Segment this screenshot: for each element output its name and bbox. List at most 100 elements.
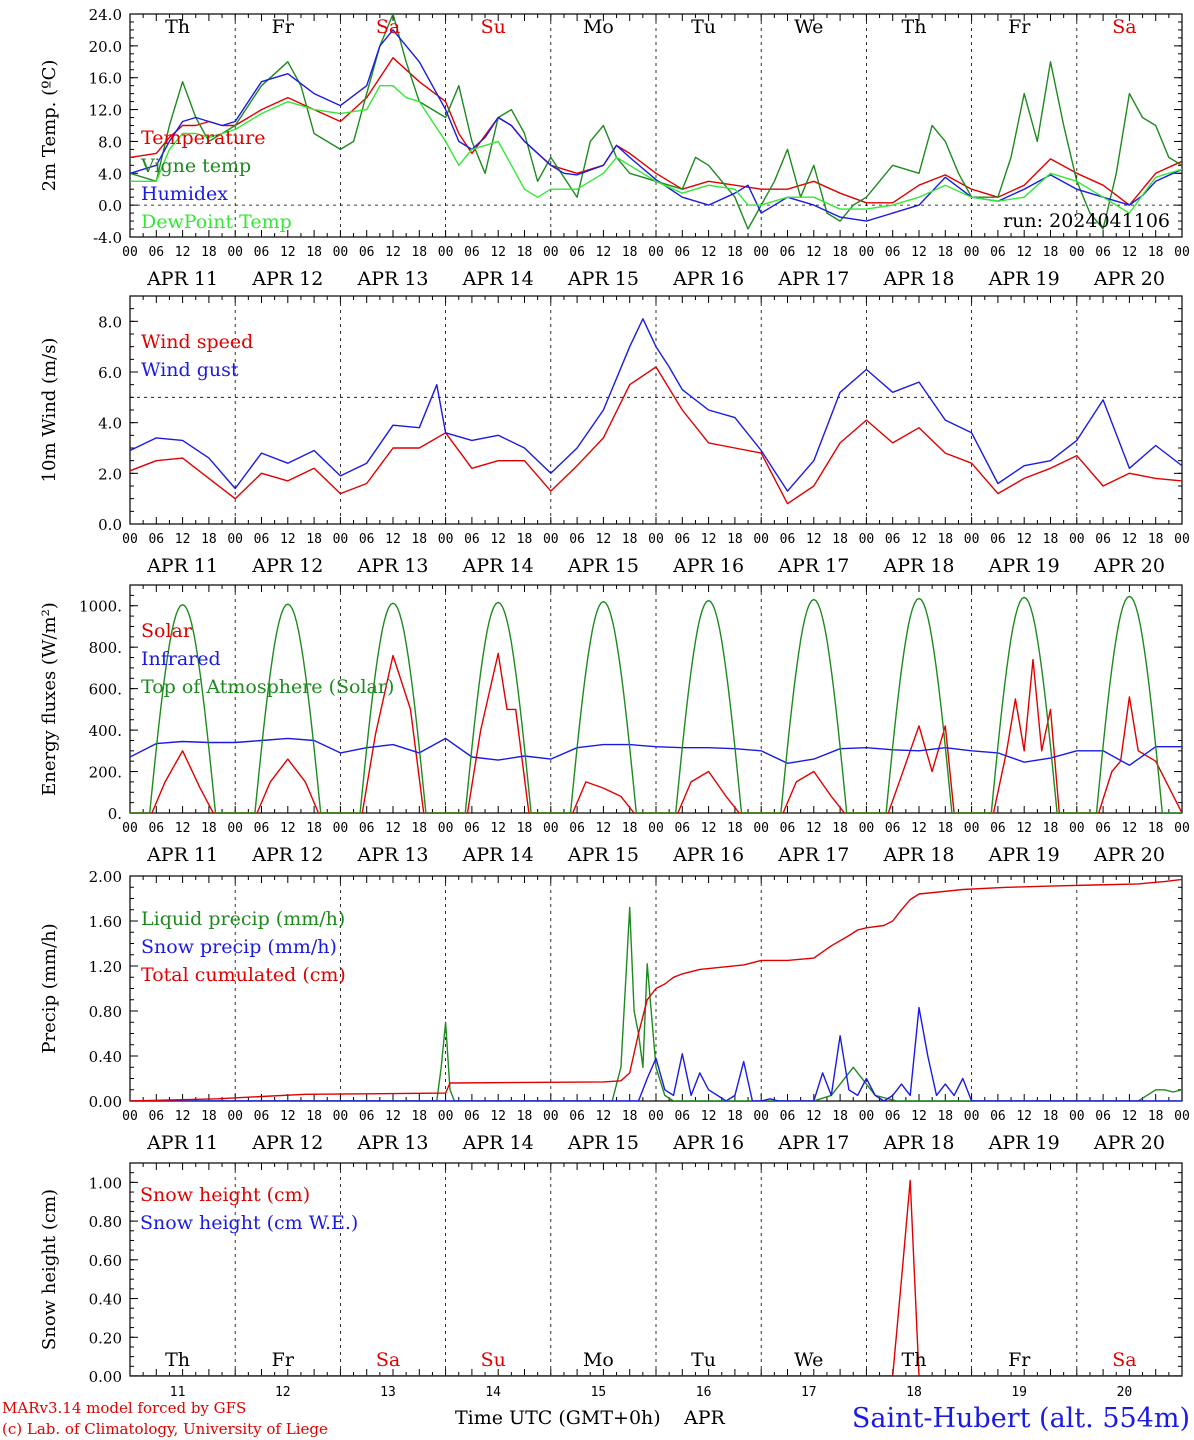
legend-entry: Total cumulated (cm): [141, 964, 346, 986]
x-hour-label: 06: [569, 821, 585, 836]
x-hour-label: 12: [701, 1109, 717, 1124]
x-hour-label: 00: [333, 532, 349, 547]
x-hour-label: 12: [385, 532, 401, 547]
x-hour-label: 06: [1095, 1109, 1111, 1124]
x-hour-label: 12: [596, 1109, 612, 1124]
x-hour-label: 06: [569, 245, 585, 260]
x-hour-label: 18: [727, 532, 743, 547]
x-hour-label: 18: [937, 532, 953, 547]
x-date-label: APR 12: [251, 1132, 323, 1154]
legend-entry: DewPoint Temp: [141, 211, 292, 233]
x-hour-label: 12: [385, 1109, 401, 1124]
y-tick-label: 0.0: [98, 516, 122, 534]
x-hour-label: 18: [411, 1109, 427, 1124]
x-hour-label: 18: [937, 1109, 953, 1124]
x-hour-label: 06: [569, 532, 585, 547]
x-hour-label: 12: [596, 532, 612, 547]
x-date-label: APR 20: [1093, 844, 1165, 866]
x-hour-label: 12: [280, 1109, 296, 1124]
x-hour-label: 00: [122, 532, 138, 547]
x-hour-label: 18: [201, 245, 217, 260]
x-day-number: 20: [1117, 1385, 1133, 1400]
x-hour-label: 06: [148, 245, 164, 260]
x-hour-label: 18: [832, 245, 848, 260]
x-hour-label: 00: [964, 821, 980, 836]
legend-entry: Vigne temp: [140, 155, 251, 177]
x-hour-label: 06: [780, 245, 796, 260]
y-tick-label: 800.: [89, 639, 122, 657]
x-day-number: 16: [696, 1385, 712, 1400]
y-tick-label: 4.0: [98, 165, 122, 183]
y-tick-label: 6.0: [98, 364, 122, 382]
x-hour-label: 12: [596, 821, 612, 836]
y-axis-title: Snow height (cm): [39, 1189, 60, 1350]
x-hour-label: 18: [1148, 821, 1164, 836]
legend-entry: Snow height (cm): [140, 1184, 310, 1206]
x-hour-label: 12: [701, 532, 717, 547]
x-hour-label: 00: [648, 821, 664, 836]
x-hour-label: 00: [333, 821, 349, 836]
footer-model-credit: MARv3.14 model forced by GFS: [2, 1399, 246, 1417]
x-hour-label: 00: [333, 245, 349, 260]
x-day-number: 11: [170, 1385, 186, 1400]
x-day-number: 18: [906, 1385, 922, 1400]
x-hour-label: 06: [254, 1109, 270, 1124]
x-hour-label: 00: [1174, 1109, 1190, 1124]
x-date-label: APR 16: [672, 844, 744, 866]
x-hour-label: 06: [885, 532, 901, 547]
station-name: Saint-Hubert (alt. 554m): [852, 1403, 1190, 1434]
day-name-label: Sa: [376, 1349, 400, 1371]
x-hour-label: 06: [464, 245, 480, 260]
y-tick-label: 0.20: [89, 1329, 122, 1347]
series-snow-height-cm-: [130, 1179, 1182, 1376]
day-name-label: Mo: [583, 16, 614, 38]
x-hour-label: 00: [227, 245, 243, 260]
x-hour-label: 18: [937, 245, 953, 260]
x-hour-label: 12: [806, 245, 822, 260]
x-hour-label: 06: [990, 245, 1006, 260]
x-hour-label: 12: [175, 1109, 191, 1124]
day-name-label: Th: [902, 16, 927, 38]
x-hour-label: 18: [517, 1109, 533, 1124]
day-name-label: We: [794, 16, 823, 38]
x-date-label: APR 11: [146, 555, 218, 577]
series-total-cumulated-cm-: [130, 878, 1182, 1101]
legend-entry: Liquid precip (mm/h): [141, 908, 345, 930]
x-hour-label: 06: [674, 1109, 690, 1124]
x-hour-label: 00: [122, 245, 138, 260]
x-date-label: APR 17: [777, 844, 849, 866]
x-day-number: 13: [380, 1385, 396, 1400]
panel-5: [129, 1162, 1183, 1377]
x-date-label: APR 14: [462, 268, 534, 290]
x-hour-label: 00: [1069, 821, 1085, 836]
x-hour-label: 06: [464, 821, 480, 836]
x-day-number: 14: [485, 1385, 501, 1400]
x-hour-label: 00: [753, 245, 769, 260]
x-hour-label: 12: [385, 245, 401, 260]
legend-entry: Snow precip (mm/h): [141, 936, 337, 958]
x-hour-label: 18: [517, 245, 533, 260]
x-date-label: APR 19: [988, 1132, 1060, 1154]
y-tick-label: -4.0: [93, 229, 122, 247]
x-hour-label: 12: [1016, 821, 1032, 836]
y-tick-label: 0.00: [89, 1368, 122, 1386]
y-tick-label: 0.60: [89, 1252, 122, 1270]
x-hour-label: 06: [464, 532, 480, 547]
day-name-label: We: [794, 1349, 823, 1371]
x-date-label: APR 19: [988, 555, 1060, 577]
panel-3: [129, 584, 1183, 814]
y-tick-label: 20.0: [89, 38, 122, 56]
x-hour-label: 06: [464, 1109, 480, 1124]
x-day-number: 15: [591, 1385, 607, 1400]
day-name-label: Sa: [1112, 16, 1136, 38]
x-hour-label: 12: [806, 1109, 822, 1124]
y-tick-label: 2.0: [98, 465, 122, 483]
day-name-label: Mo: [583, 1349, 614, 1371]
x-hour-label: 18: [1148, 245, 1164, 260]
x-hour-label: 18: [306, 821, 322, 836]
panel-4: [129, 875, 1183, 1102]
legend-entry: Wind gust: [141, 359, 239, 381]
series-infrared: [130, 737, 1182, 766]
